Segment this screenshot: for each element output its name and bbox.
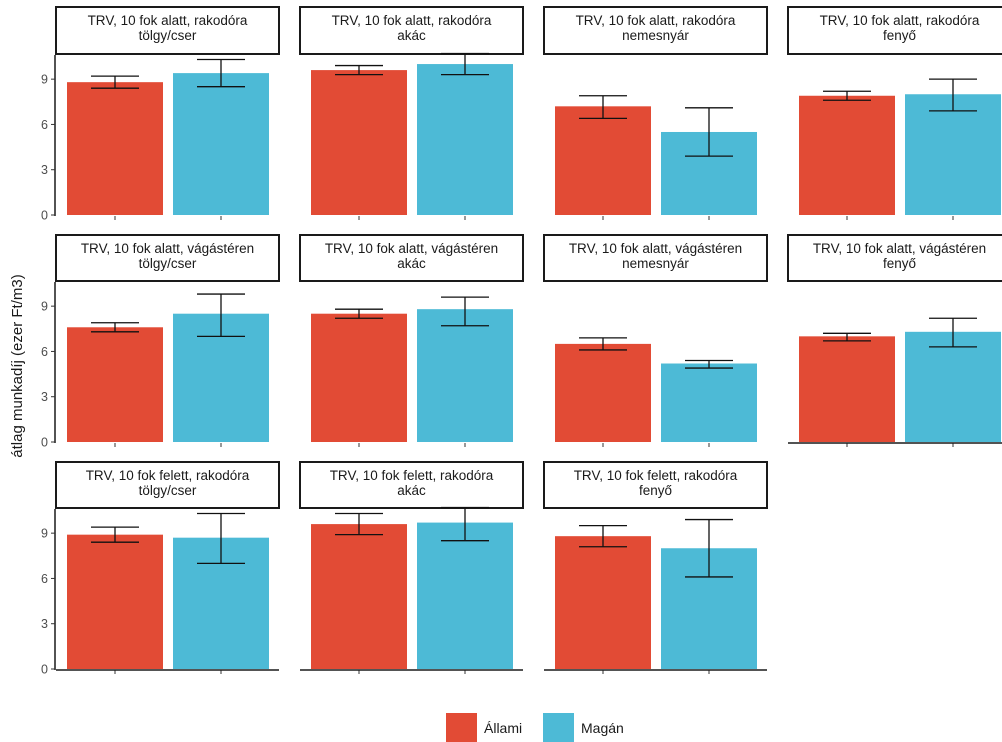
facet-strip-title: TRV, 10 fok alatt, rakodóra	[88, 13, 248, 28]
y-tick-label: 6	[41, 345, 48, 359]
facet-strip-subtitle: akác	[397, 483, 426, 498]
facet-strip-title: TRV, 10 fok felett, rakodóra	[574, 468, 738, 483]
facet-strip	[299, 461, 524, 509]
facet-strip-title: TRV, 10 fok alatt, vágástéren	[813, 241, 986, 256]
bar-magán	[905, 94, 1001, 215]
facet-strip-subtitle: tölgy/cser	[139, 256, 197, 271]
bar-állami	[555, 536, 651, 669]
legend-swatch-magán	[543, 713, 574, 742]
bar-állami	[67, 82, 163, 215]
bar-magán	[417, 64, 513, 215]
bar-állami	[311, 70, 407, 216]
facet-strip-title: TRV, 10 fok felett, rakodóra	[330, 468, 494, 483]
y-tick-label: 6	[41, 572, 48, 586]
facet-strip	[543, 234, 768, 282]
y-tick-label: 0	[41, 663, 48, 677]
facet-strip-title: TRV, 10 fok alatt, vágástéren	[325, 241, 498, 256]
facet-strip	[55, 6, 280, 55]
y-tick-label: 0	[41, 209, 48, 223]
bar-állami	[799, 336, 895, 442]
facet-strip-title: TRV, 10 fok alatt, rakodóra	[576, 13, 736, 28]
y-tick-label: 9	[41, 527, 48, 541]
facet-strip-title: TRV, 10 fok felett, rakodóra	[86, 468, 250, 483]
legend-label: Magán	[581, 720, 624, 736]
y-tick-label: 6	[41, 118, 48, 132]
facet-strip	[299, 234, 524, 282]
bar-állami	[67, 327, 163, 442]
legend: Állami Magán	[446, 713, 624, 742]
bar-állami	[555, 343, 651, 442]
y-tick-label: 9	[41, 73, 48, 87]
bar-magán	[417, 309, 513, 442]
legend-swatch-állami	[446, 713, 477, 742]
facet-panels: TRV, 10 fok alatt, rakodóratölgy/cser036…	[41, 6, 1002, 677]
bar-magán	[905, 331, 1001, 442]
bar-magán	[661, 363, 757, 442]
facet-strip-title: TRV, 10 fok alatt, rakodóra	[820, 13, 980, 28]
y-axis-label: átlag munkadíj (ezer Ft/m3)	[9, 274, 26, 457]
facet-strip	[55, 461, 280, 509]
facet-strip-subtitle: fenyő	[639, 483, 672, 498]
y-tick-label: 0	[41, 436, 48, 450]
facet-strip	[299, 6, 524, 55]
bar-állami	[311, 313, 407, 442]
y-tick-label: 3	[41, 163, 48, 177]
facet-strip	[787, 6, 1002, 55]
facet-strip	[543, 6, 768, 55]
facet-strip-subtitle: akác	[397, 28, 426, 43]
y-tick-label: 3	[41, 617, 48, 631]
legend-label: Állami	[484, 720, 522, 736]
facet-strip	[787, 234, 1002, 282]
facet-strip-subtitle: fenyő	[883, 256, 916, 271]
facet-strip-subtitle: akác	[397, 256, 426, 271]
facet-strip-subtitle: tölgy/cser	[139, 483, 197, 498]
y-tick-label: 9	[41, 300, 48, 314]
y-tick-label: 3	[41, 390, 48, 404]
bar-állami	[555, 106, 651, 215]
facet-strip-title: TRV, 10 fok alatt, vágástéren	[569, 241, 742, 256]
bar-állami	[799, 95, 895, 215]
bar-magán	[417, 522, 513, 669]
facet-strip-subtitle: fenyő	[883, 28, 916, 43]
facet-strip-subtitle: nemesnyár	[622, 28, 689, 43]
facet-strip-subtitle: nemesnyár	[622, 256, 689, 271]
facet-strip	[543, 461, 768, 509]
bar-állami	[311, 524, 407, 669]
facet-strip-title: TRV, 10 fok alatt, vágástéren	[81, 241, 254, 256]
bar-állami	[67, 534, 163, 669]
facet-strip-subtitle: tölgy/cser	[139, 28, 197, 43]
facet-strip	[55, 234, 280, 282]
bar-magán	[173, 73, 269, 215]
facet-strip-title: TRV, 10 fok alatt, rakodóra	[332, 13, 492, 28]
